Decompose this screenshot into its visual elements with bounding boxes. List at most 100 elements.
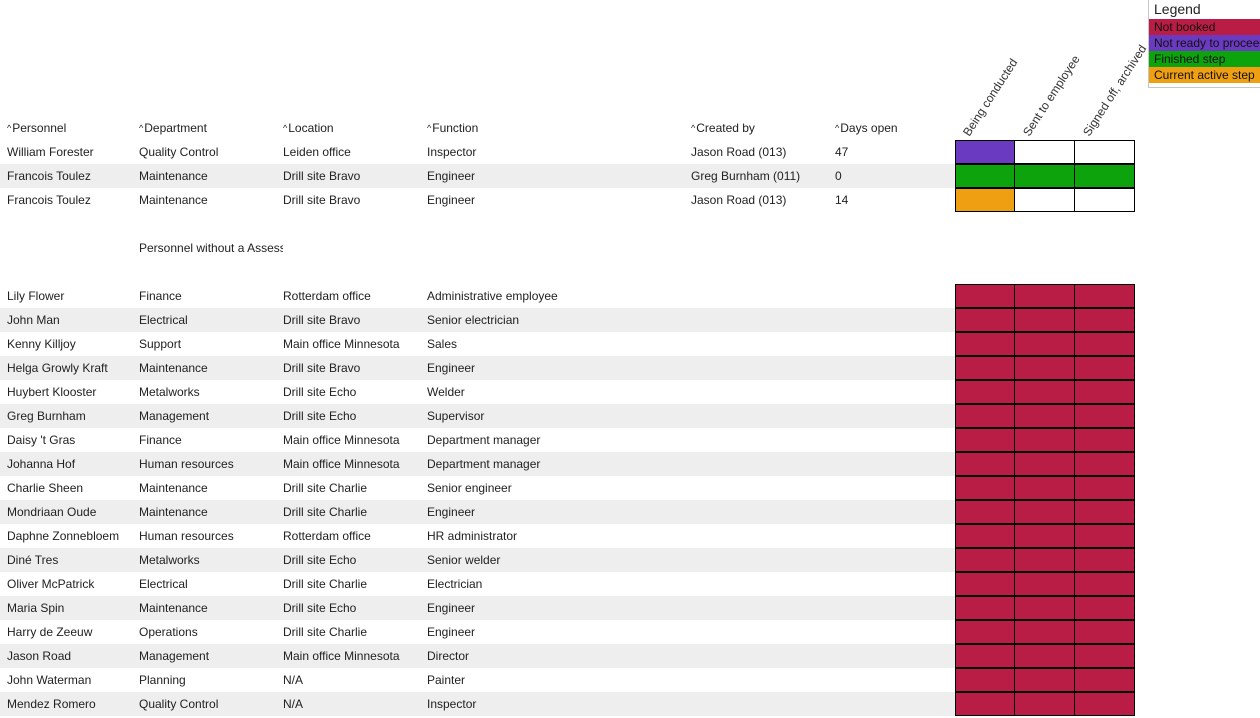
step-sent-to-employee[interactable]: [1015, 500, 1075, 524]
step-being-conducted[interactable]: [955, 380, 1015, 404]
step-signed-off[interactable]: [1075, 524, 1135, 548]
table-row[interactable]: Maria Spin Maintenance Drill site Echo Engi…: [0, 596, 1135, 620]
step-signed-off[interactable]: [1075, 308, 1135, 332]
table-row[interactable]: Jason Road Management Main office Minnesot…: [0, 644, 1135, 668]
cell-function: Senior welder: [427, 553, 501, 567]
cell-function: Welder: [427, 385, 465, 399]
column-header-department[interactable]: ^Department: [139, 121, 207, 135]
step-being-conducted[interactable]: [955, 308, 1015, 332]
step-sent-to-employee[interactable]: [1015, 596, 1075, 620]
cell-personnel: Greg Burnham: [7, 409, 86, 423]
step-signed-off[interactable]: [1075, 548, 1135, 572]
step-sent-to-employee[interactable]: [1015, 284, 1075, 308]
step-being-conducted[interactable]: [955, 332, 1015, 356]
step-signed-off[interactable]: [1075, 356, 1135, 380]
table-row[interactable]: Daphne Zonnebloem Human resources Rotterda…: [0, 524, 1135, 548]
step-signed-off[interactable]: [1075, 452, 1135, 476]
table-row[interactable]: Oliver McPatrick Electrical Drill site Cha…: [0, 572, 1135, 596]
table-row[interactable]: Huybert Klooster Metalworks Drill site Ech…: [0, 380, 1135, 404]
column-header-created-by[interactable]: ^Created by: [691, 121, 755, 135]
step-sent-to-employee[interactable]: [1015, 188, 1075, 212]
step-signed-off[interactable]: [1075, 404, 1135, 428]
step-being-conducted[interactable]: [955, 524, 1015, 548]
table-row[interactable]: John Man Electrical Drill site Bravo Senior…: [0, 308, 1135, 332]
cell-personnel: Mendez Romero: [7, 697, 96, 711]
step-sent-to-employee[interactable]: [1015, 452, 1075, 476]
cell-department: Quality Control: [139, 697, 219, 711]
step-signed-off[interactable]: [1075, 692, 1135, 716]
table-row[interactable]: Kenny Killjoy Support Main office Minnesot…: [0, 332, 1135, 356]
step-being-conducted[interactable]: [955, 476, 1015, 500]
step-being-conducted[interactable]: [955, 668, 1015, 692]
table-row[interactable]: Francois Toulez Maintenance Drill site Bra…: [0, 188, 1135, 212]
step-signed-off[interactable]: [1075, 164, 1135, 188]
column-header-function[interactable]: ^Function: [427, 121, 478, 135]
step-sent-to-employee[interactable]: [1015, 524, 1075, 548]
step-being-conducted[interactable]: [955, 356, 1015, 380]
table-row[interactable]: Diné Tres Metalworks Drill site Echo Senior…: [0, 548, 1135, 572]
step-being-conducted[interactable]: [955, 428, 1015, 452]
step-signed-off[interactable]: [1075, 644, 1135, 668]
step-being-conducted[interactable]: [955, 164, 1015, 188]
step-being-conducted[interactable]: [955, 596, 1015, 620]
step-signed-off[interactable]: [1075, 284, 1135, 308]
column-header-location[interactable]: ^Location: [283, 121, 334, 135]
step-being-conducted[interactable]: [955, 572, 1015, 596]
step-being-conducted[interactable]: [955, 644, 1015, 668]
table-row[interactable]: Helga Growly Kraft Maintenance Drill site …: [0, 356, 1135, 380]
table-row[interactable]: William Forester Quality Control Leiden of…: [0, 140, 1135, 164]
step-being-conducted[interactable]: [955, 404, 1015, 428]
cell-personnel: Daphne Zonnebloem: [7, 529, 120, 543]
cell-function: Supervisor: [427, 409, 485, 423]
step-signed-off[interactable]: [1075, 572, 1135, 596]
cell-location: Drill site Echo: [283, 601, 357, 615]
step-sent-to-employee[interactable]: [1015, 572, 1075, 596]
step-signed-off[interactable]: [1075, 668, 1135, 692]
step-sent-to-employee[interactable]: [1015, 620, 1075, 644]
cell-function: Engineer: [427, 625, 476, 639]
step-sent-to-employee[interactable]: [1015, 548, 1075, 572]
step-sent-to-employee[interactable]: [1015, 668, 1075, 692]
step-signed-off[interactable]: [1075, 500, 1135, 524]
cell-days-open: 47: [835, 145, 849, 159]
step-being-conducted[interactable]: [955, 620, 1015, 644]
step-sent-to-employee[interactable]: [1015, 356, 1075, 380]
step-sent-to-employee[interactable]: [1015, 332, 1075, 356]
step-signed-off[interactable]: [1075, 476, 1135, 500]
step-being-conducted[interactable]: [955, 284, 1015, 308]
table-row[interactable]: Johanna Hof Human resources Main office Mi…: [0, 452, 1135, 476]
step-sent-to-employee[interactable]: [1015, 404, 1075, 428]
step-signed-off[interactable]: [1075, 428, 1135, 452]
table-row[interactable]: Lily Flower Finance Rotterdam office Admini…: [0, 284, 1135, 308]
step-sent-to-employee[interactable]: [1015, 164, 1075, 188]
column-header-personnel[interactable]: ^Personnel: [7, 121, 66, 135]
table-row[interactable]: Greg Burnham Management Drill site Echo Sup…: [0, 404, 1135, 428]
table-row[interactable]: Mendez Romero Quality Control N/A Inspector: [0, 692, 1135, 716]
step-being-conducted[interactable]: [955, 548, 1015, 572]
table-row[interactable]: Daisy 't Gras Finance Main office Minnesot…: [0, 428, 1135, 452]
step-sent-to-employee[interactable]: [1015, 428, 1075, 452]
step-sent-to-employee[interactable]: [1015, 308, 1075, 332]
table-row[interactable]: Francois Toulez Maintenance Drill site Bra…: [0, 164, 1135, 188]
table-row[interactable]: John Waterman Planning N/A Painter: [0, 668, 1135, 692]
step-being-conducted[interactable]: [955, 692, 1015, 716]
step-sent-to-employee[interactable]: [1015, 692, 1075, 716]
table-row[interactable]: Harry de Zeeuw Operations Drill site Charl…: [0, 620, 1135, 644]
step-signed-off[interactable]: [1075, 620, 1135, 644]
table-row[interactable]: Mondriaan Oude Maintenance Drill site Char…: [0, 500, 1135, 524]
column-header-days-open[interactable]: ^Days open: [835, 121, 898, 135]
step-sent-to-employee[interactable]: [1015, 476, 1075, 500]
table-row[interactable]: Charlie Sheen Maintenance Drill site Charl…: [0, 476, 1135, 500]
step-signed-off[interactable]: [1075, 596, 1135, 620]
step-sent-to-employee[interactable]: [1015, 644, 1075, 668]
step-being-conducted[interactable]: [955, 140, 1015, 164]
step-being-conducted[interactable]: [955, 188, 1015, 212]
step-sent-to-employee[interactable]: [1015, 140, 1075, 164]
step-being-conducted[interactable]: [955, 500, 1015, 524]
step-signed-off[interactable]: [1075, 140, 1135, 164]
step-sent-to-employee[interactable]: [1015, 380, 1075, 404]
step-signed-off[interactable]: [1075, 380, 1135, 404]
step-signed-off[interactable]: [1075, 332, 1135, 356]
step-signed-off[interactable]: [1075, 188, 1135, 212]
step-being-conducted[interactable]: [955, 452, 1015, 476]
